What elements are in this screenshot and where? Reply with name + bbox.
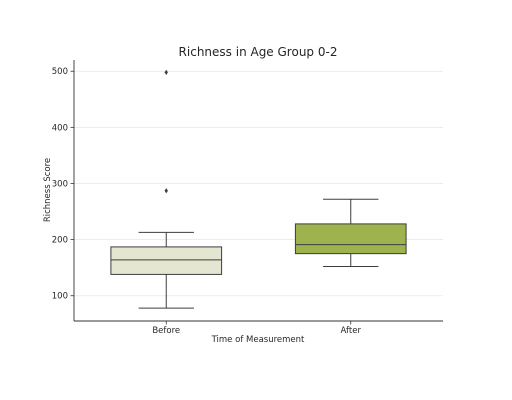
y-tick-label-300: 300 [52, 179, 68, 189]
box-before [110, 69, 223, 309]
plot-area [110, 69, 407, 309]
y-tick-label-100: 100 [52, 292, 68, 302]
iqr-box-before [110, 246, 223, 275]
y-tick-label-400: 400 [52, 123, 68, 133]
y-axis-label: Richness Score [43, 158, 53, 222]
chart-title: Richness in Age Group 0-2 [179, 45, 338, 59]
x-ticks: Before After [152, 321, 361, 336]
x-tick-label-before: Before [152, 326, 180, 336]
box-after [294, 198, 407, 268]
outlier-before-1 [164, 188, 168, 194]
iqr-box-after [294, 223, 407, 255]
outlier-before-2 [164, 69, 168, 75]
y-tick-label-200: 200 [52, 236, 68, 246]
y-ticks: 100 200 300 400 500 [52, 67, 74, 302]
axes [73, 60, 443, 322]
x-tick-label-after: After [341, 326, 362, 336]
x-axis-label: Time of Measurement [211, 335, 305, 345]
y-tick-label-500: 500 [52, 67, 68, 77]
